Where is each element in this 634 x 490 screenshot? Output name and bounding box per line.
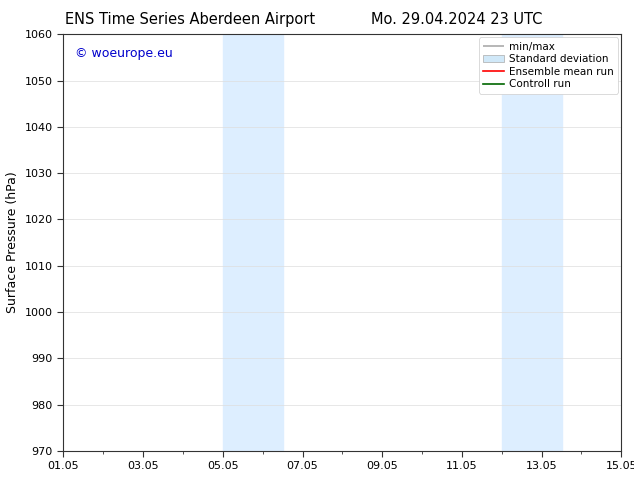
Bar (223, 34, 283, 451)
Text: © woeurope.eu: © woeurope.eu (75, 47, 172, 60)
Text: Mo. 29.04.2024 23 UTC: Mo. 29.04.2024 23 UTC (371, 12, 542, 27)
Text: ENS Time Series Aberdeen Airport: ENS Time Series Aberdeen Airport (65, 12, 315, 27)
Y-axis label: Surface Pressure (hPa): Surface Pressure (hPa) (6, 172, 19, 314)
Bar (501, 34, 562, 451)
Legend: min/max, Standard deviation, Ensemble mean run, Controll run: min/max, Standard deviation, Ensemble me… (479, 37, 618, 94)
